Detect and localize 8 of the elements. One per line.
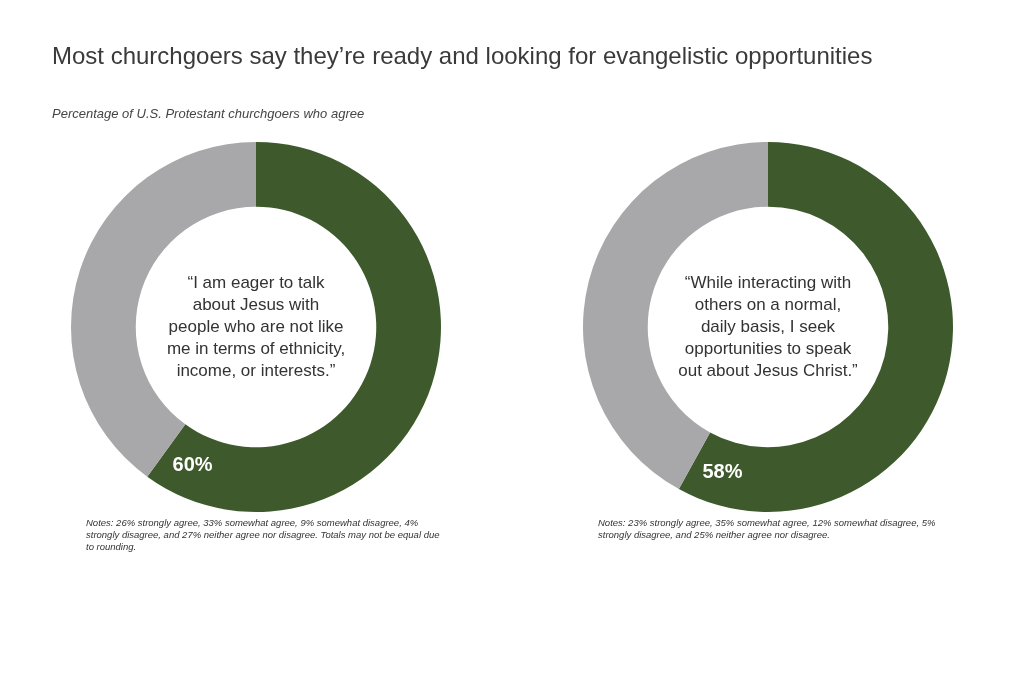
text: “I am eager to talk about Jesus with people who are not like me in terms of ethnicity, income, or interests.” xyxy=(166,272,346,382)
text: Notes: 23% strongly agree, 35% somewhat agree, 12% somewhat disagree, 5% strongly disagree, and 25% neither agree nor disagree. xyxy=(598,517,937,541)
data-label: 58% xyxy=(702,460,743,483)
chart-subtitle: Percentage of U.S. Protestant churchgoers who agree xyxy=(52,106,365,121)
text: Notes: 26% strongly agree, 33% somewhat agree, 9% somewhat disagree, 4% strongly disagree, and 27% neither agree nor disagree. Totals may not be equal due to rounding. xyxy=(86,517,441,553)
chart-title: Most churchgoers say they’re ready and looking for evangelistic opportunities xyxy=(52,42,873,70)
text: “While interacting with others on a normal, daily basis, I seek opportunities to speak out about Jesus Christ.” xyxy=(678,272,858,382)
data-label: 60% xyxy=(172,453,213,476)
